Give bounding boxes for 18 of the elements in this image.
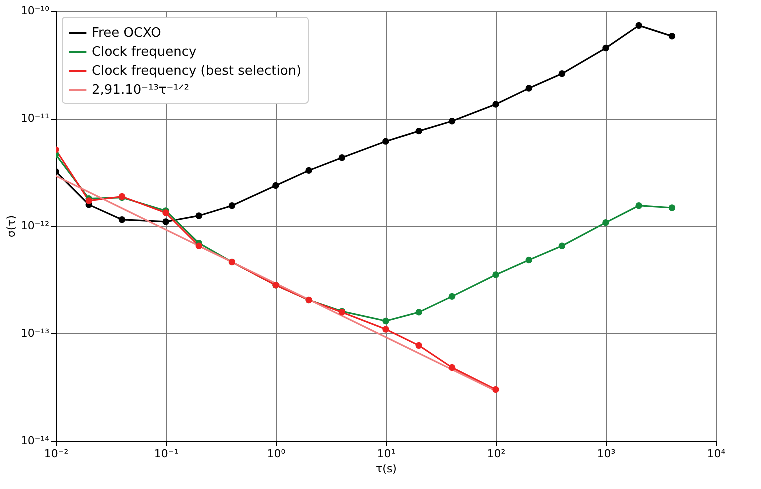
x-tick-label: 10⁻¹ (154, 448, 179, 460)
legend-label: Free OCXO (92, 26, 162, 41)
x-tick-label: 10⁴ (707, 448, 726, 460)
legend-label: Clock frequency (92, 45, 197, 60)
y-axis-title: σ(τ) (4, 215, 18, 238)
legend-label: 2,91.10⁻¹³τ⁻¹ᐟ² (92, 83, 190, 98)
x-axis-title: τ(s) (376, 462, 397, 476)
x-tick-label: 10⁰ (267, 448, 286, 460)
x-tick-label: 10¹ (377, 448, 396, 460)
y-tick-label: 10⁻¹¹ (20, 112, 50, 125)
x-tick-label: 10² (487, 448, 506, 460)
y-tick-label: 10⁻¹³ (20, 327, 50, 340)
x-tick-label: 10⁻² (44, 448, 69, 460)
y-tick-label: 10⁻¹⁰ (20, 4, 50, 18)
x-tick-label: 10³ (597, 448, 616, 460)
y-tick-label: 10⁻¹² (20, 220, 50, 232)
y-tick-label: 10⁻¹⁴ (20, 434, 50, 448)
legend-label: Clock frequency (best selection) (92, 64, 302, 79)
